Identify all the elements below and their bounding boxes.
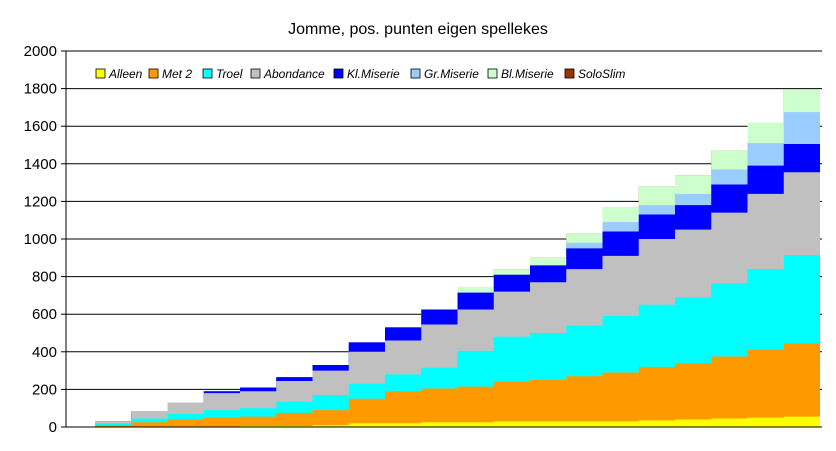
area-series-group [95,63,820,428]
legend-swatch-met-2 [148,68,159,79]
legend-label-bl-miserie: Bl.Miserie [501,67,554,81]
legend-swatch-alleen [95,68,106,79]
y-tick-label-800: 800 [32,269,57,286]
y-tick-label-1200: 1200 [24,193,57,210]
gridlines [66,50,822,428]
legend-label-troel: Troel [216,67,243,81]
legend-swatch-abondance [250,68,261,79]
y-tick-label-600: 600 [32,306,57,323]
legend-swatch-bl-miserie [487,68,498,79]
axes: 0 200 400 600 800 1000 1200 1400 1600 1800 2000 [24,43,822,436]
legend-label-kl-miserie: Kl.Miserie [347,67,400,81]
y-tick-label-200: 200 [32,381,57,398]
legend-label-alleen: Alleen [108,67,143,81]
legend-label-gr-miserie: Gr.Miserie [424,67,479,81]
legend-swatch-troel [202,68,213,79]
y-tick-label-2000: 2000 [24,43,57,60]
legend: Alleen Met 2 Troel Abondance Kl.Miserie Gr.Mi… [95,67,625,81]
y-tick-label-400: 400 [32,344,57,361]
legend-swatch-soloslim [564,68,575,79]
legend-swatch-gr-miserie [410,68,421,79]
chart-title: Jomme, pos. punten eigen spellekes [288,21,548,38]
y-tick-label-1600: 1600 [24,118,57,135]
legend-swatch-kl-miserie [333,68,344,79]
area-alleen [95,415,820,427]
area-met-2 [95,337,820,427]
legend-label-abondance: Abondance [263,67,325,81]
y-tick-label-1000: 1000 [24,231,57,248]
y-tick-label-1800: 1800 [24,81,57,98]
legend-label-soloslim: SoloSlim [578,67,625,81]
legend-label-met-2: Met 2 [162,67,192,81]
y-tick-label-1400: 1400 [24,156,57,173]
y-tick-label-0: 0 [49,419,57,436]
